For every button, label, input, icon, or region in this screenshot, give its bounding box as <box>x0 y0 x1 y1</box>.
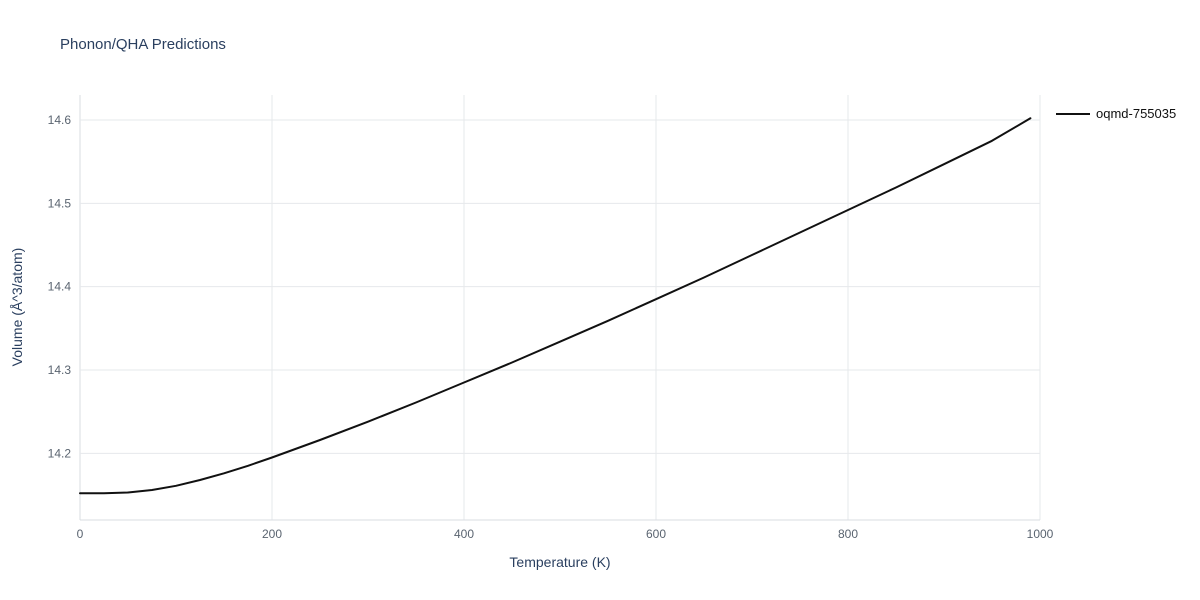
x-tick-label: 200 <box>262 527 282 541</box>
x-tick-label: 1000 <box>1027 527 1054 541</box>
x-tick-label: 800 <box>838 527 858 541</box>
legend-item[interactable]: oqmd-755035 <box>1056 106 1176 121</box>
y-axis-title: Volume (Å^3/atom) <box>9 247 25 367</box>
series-line-oqmd-755035 <box>79 117 1032 495</box>
grid-lines <box>79 95 1041 520</box>
chart-title: Phonon/QHA Predictions <box>60 36 226 53</box>
x-tick-label: 600 <box>646 527 666 541</box>
y-tick-label: 14.2 <box>48 446 72 460</box>
x-axis-title: Temperature (K) <box>509 554 611 570</box>
legend-line-swatch <box>1056 112 1090 115</box>
y-tick-label: 14.5 <box>48 196 72 210</box>
y-tick-label: 14.6 <box>48 113 72 127</box>
tick-labels: 0 200 400 600 800 1000 14.2 14.3 14.4 14.5 14.6 <box>48 113 1054 541</box>
y-tick-label: 14.4 <box>48 280 72 294</box>
x-tick-label: 400 <box>454 527 474 541</box>
x-tick-label: 0 <box>77 527 84 541</box>
y-tick-label: 14.3 <box>48 363 72 377</box>
legend-label: oqmd-755035 <box>1096 106 1177 121</box>
series-lines <box>79 117 1032 495</box>
